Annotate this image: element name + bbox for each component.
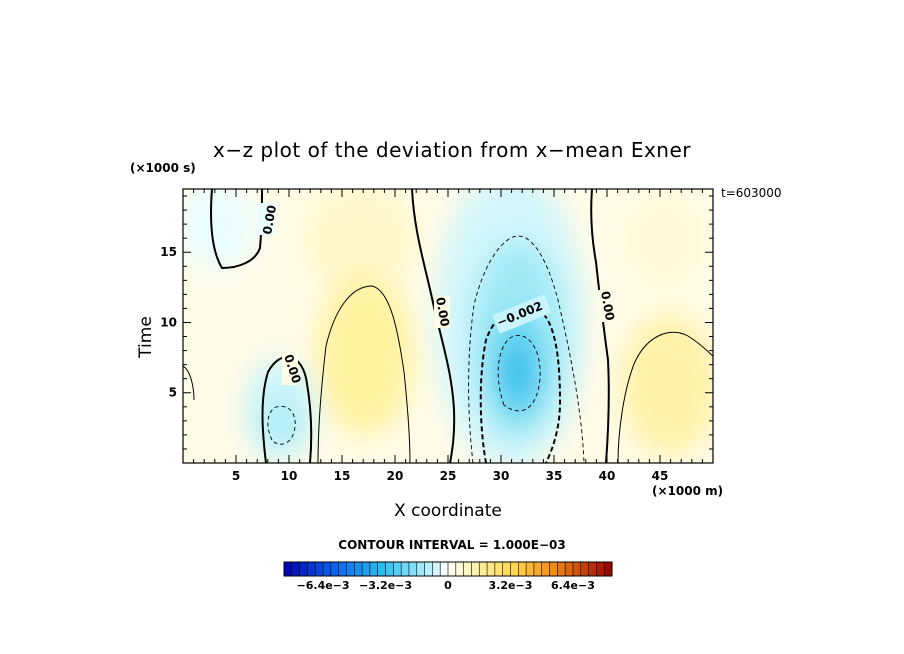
colorbar-tick-label: 3.2e−3 [489, 579, 533, 592]
contour-label: 0.00 [260, 204, 279, 236]
y-tick-label: 5 [169, 386, 177, 400]
colorbar-cell [557, 562, 566, 576]
y-tick-label: 10 [160, 315, 177, 329]
colorbar-cell [338, 562, 347, 576]
colorbar-cell [596, 562, 605, 576]
colorbar-cell [424, 562, 433, 576]
colorbar-cell [471, 562, 480, 576]
colorbar-cell [330, 562, 339, 576]
colorbar-cell [541, 562, 550, 576]
colorbar-cell [455, 562, 464, 576]
x-tick-label: 40 [599, 469, 616, 483]
contour-label: 0.00 [433, 296, 452, 328]
contour-negative [468, 235, 585, 463]
contour-positive [617, 331, 713, 463]
x-axis-label: X coordinate [394, 501, 502, 521]
x-tick-label: 25 [440, 469, 457, 483]
contour-negative [267, 405, 296, 445]
colorbar-cell [393, 562, 402, 576]
contour-negative-002 [479, 305, 562, 463]
colorbar-cell [369, 562, 379, 576]
colorbar-cell [440, 562, 449, 576]
y-tick-label: 15 [160, 245, 177, 259]
chart-title: x−z plot of the deviation from x−mean Ex… [212, 138, 691, 162]
colorbar-tick-label: 6.4e−3 [551, 579, 595, 592]
x-tick-label: 15 [334, 469, 351, 483]
colorbar-cell [565, 562, 574, 576]
blob [264, 400, 300, 450]
colorbar-cell [502, 562, 511, 576]
contour-label-bg [258, 203, 274, 235]
colorbar-labels: −6.4e−3 −3.2e−3 0 3.2e−3 6.4e−3 [297, 579, 595, 592]
colorbar-cell [401, 562, 410, 576]
colorbar-cell [479, 562, 488, 576]
colorbar-cell [518, 562, 527, 576]
colorbar-cell [510, 562, 519, 576]
colorbar-tick-label: −6.4e−3 [297, 579, 350, 592]
contour-interval-label: CONTOUR INTERVAL = 1.000E−03 [338, 538, 566, 552]
colorbar-cell [307, 562, 316, 576]
time-label: t=603000 [721, 186, 782, 200]
x-tick-label: 45 [652, 469, 669, 483]
colorbar-cell [416, 562, 425, 576]
contour-zero [411, 189, 456, 463]
contour-zero [590, 189, 610, 463]
colorbar-cell [580, 562, 589, 576]
x-tick-label: 35 [546, 469, 563, 483]
colorbar-tick-label: −3.2e−3 [359, 579, 412, 592]
colorbar-cell [432, 562, 441, 576]
x-tick-label: 10 [281, 469, 298, 483]
blob [305, 189, 415, 295]
colorbar-cell [408, 562, 418, 576]
colorbar-cell [346, 562, 355, 576]
blob [317, 275, 413, 435]
contour-label-bg [434, 296, 450, 328]
colorbar-cell [299, 562, 308, 576]
y-axis-unit: (×1000 s) [130, 161, 196, 175]
contour-label: 0.00 [598, 290, 617, 322]
contour-negative [497, 335, 541, 412]
colorbar-cell [487, 562, 496, 576]
blob [622, 315, 713, 455]
colorbar-tick-label: 0 [444, 579, 452, 592]
colorbar-cell [463, 562, 472, 576]
contour-label-bg [282, 353, 298, 385]
colorbar-cell [448, 562, 457, 576]
colorbar-cell [549, 562, 558, 576]
x-axis-unit: (×1000 m) [652, 484, 724, 498]
colorbar-cell [588, 562, 597, 576]
colorbar-cell [323, 562, 332, 576]
colorbar-frame [283, 561, 613, 577]
colorbar [283, 561, 613, 577]
x-axis-ticks: 5 10 15 20 25 30 35 40 45 [193, 189, 703, 483]
colorbar-cell [291, 562, 300, 576]
colorbar-cell [494, 562, 503, 576]
contour-label-bg [492, 294, 552, 334]
x-tick-label: 20 [387, 469, 404, 483]
colorbar-cell [284, 562, 293, 576]
contour-positive [317, 285, 411, 463]
colorbar-cell [572, 562, 582, 576]
x-tick-label: 30 [493, 469, 510, 483]
blob [504, 342, 532, 402]
colorbar-cell [362, 562, 371, 576]
blob [183, 189, 258, 271]
colorbar-cell [377, 562, 386, 576]
shaded-field: 0.00 0.00 0.00 0.00 −0.002 [183, 189, 713, 463]
colorbar-cell [385, 562, 394, 576]
y-axis-ticks: 5 10 15 [160, 195, 713, 450]
colorbar-cell [315, 562, 324, 576]
colorbar-cell [354, 562, 363, 576]
colorbar-cell [604, 562, 613, 576]
contour-positive [183, 365, 195, 401]
colorbar-cell [533, 562, 543, 576]
contour-label-bg [598, 290, 614, 322]
x-tick-label: 5 [232, 469, 240, 483]
blob [625, 195, 705, 285]
colorbar-cell [526, 562, 535, 576]
